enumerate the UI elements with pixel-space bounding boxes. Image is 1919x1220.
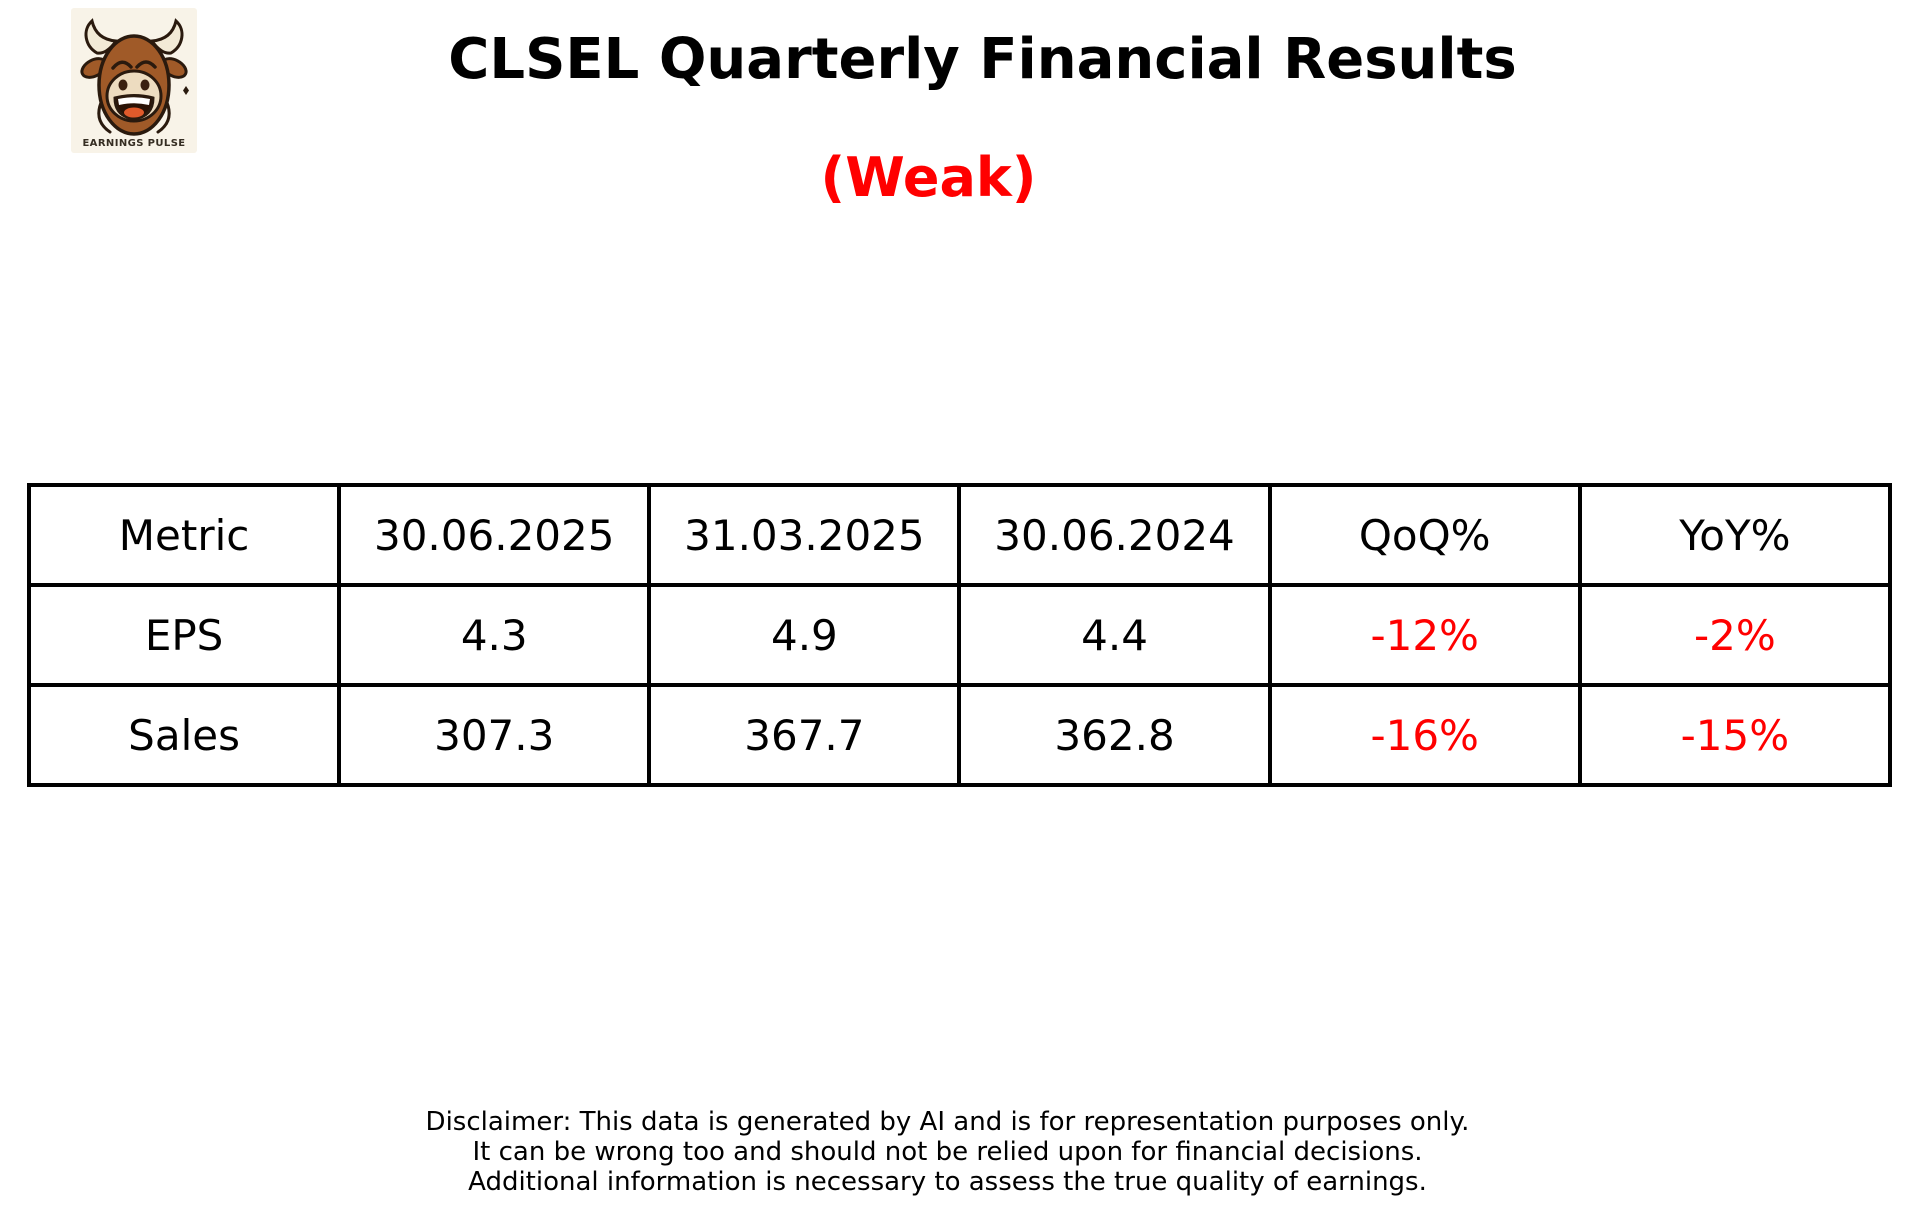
table-row-sales: Sales 307.3 367.7 362.8 -16% -15%: [26, 683, 1893, 787]
bull-icon: [80, 18, 189, 136]
eps-q-previous: 4.9: [647, 583, 962, 687]
disclaimer-line-3: Additional information is necessary to a…: [468, 1167, 1427, 1197]
disclaimer-line-1: Disclaimer: This data is generated by AI…: [425, 1107, 1470, 1137]
verdict-label: (Weak): [820, 146, 1037, 209]
col-header-q-current: 30.06.2025: [337, 483, 652, 587]
sales-q-previous: 367.7: [647, 683, 962, 787]
sales-metric-label: Sales: [26, 683, 342, 787]
page-title: CLSEL Quarterly Financial Results: [448, 27, 1517, 92]
eps-qoq-change: -12%: [1267, 583, 1582, 687]
table-header-row: Metric 30.06.2025 31.03.2025 30.06.2024 …: [26, 483, 1893, 587]
sales-qoq-change: -16%: [1267, 683, 1582, 787]
brand-logo: EARNINGS PULSE: [71, 8, 197, 153]
col-header-q-previous: 31.03.2025: [647, 483, 962, 587]
disclaimer-line-2: It can be wrong too and should not be re…: [472, 1137, 1423, 1167]
eps-yoy-change: -2%: [1577, 583, 1893, 687]
sales-yoy-change: -15%: [1577, 683, 1893, 787]
col-header-q-yearago: 30.06.2024: [957, 483, 1272, 587]
disclaimer: Disclaimer: This data is generated by AI…: [426, 1107, 1470, 1197]
col-header-qoq: QoQ%: [1267, 483, 1582, 587]
col-header-yoy: YoY%: [1577, 483, 1893, 587]
sales-q-yearago: 362.8: [957, 683, 1272, 787]
sales-q-current: 307.3: [337, 683, 652, 787]
eps-q-current: 4.3: [337, 583, 652, 687]
results-table: Metric 30.06.2025 31.03.2025 30.06.2024 …: [26, 483, 1893, 787]
brand-name: EARNINGS PULSE: [82, 138, 186, 149]
table-row-eps: EPS 4.3 4.9 4.4 -12% -2%: [26, 583, 1893, 687]
eps-metric-label: EPS: [26, 583, 342, 687]
eps-q-yearago: 4.4: [957, 583, 1272, 687]
col-header-metric: Metric: [26, 483, 342, 587]
